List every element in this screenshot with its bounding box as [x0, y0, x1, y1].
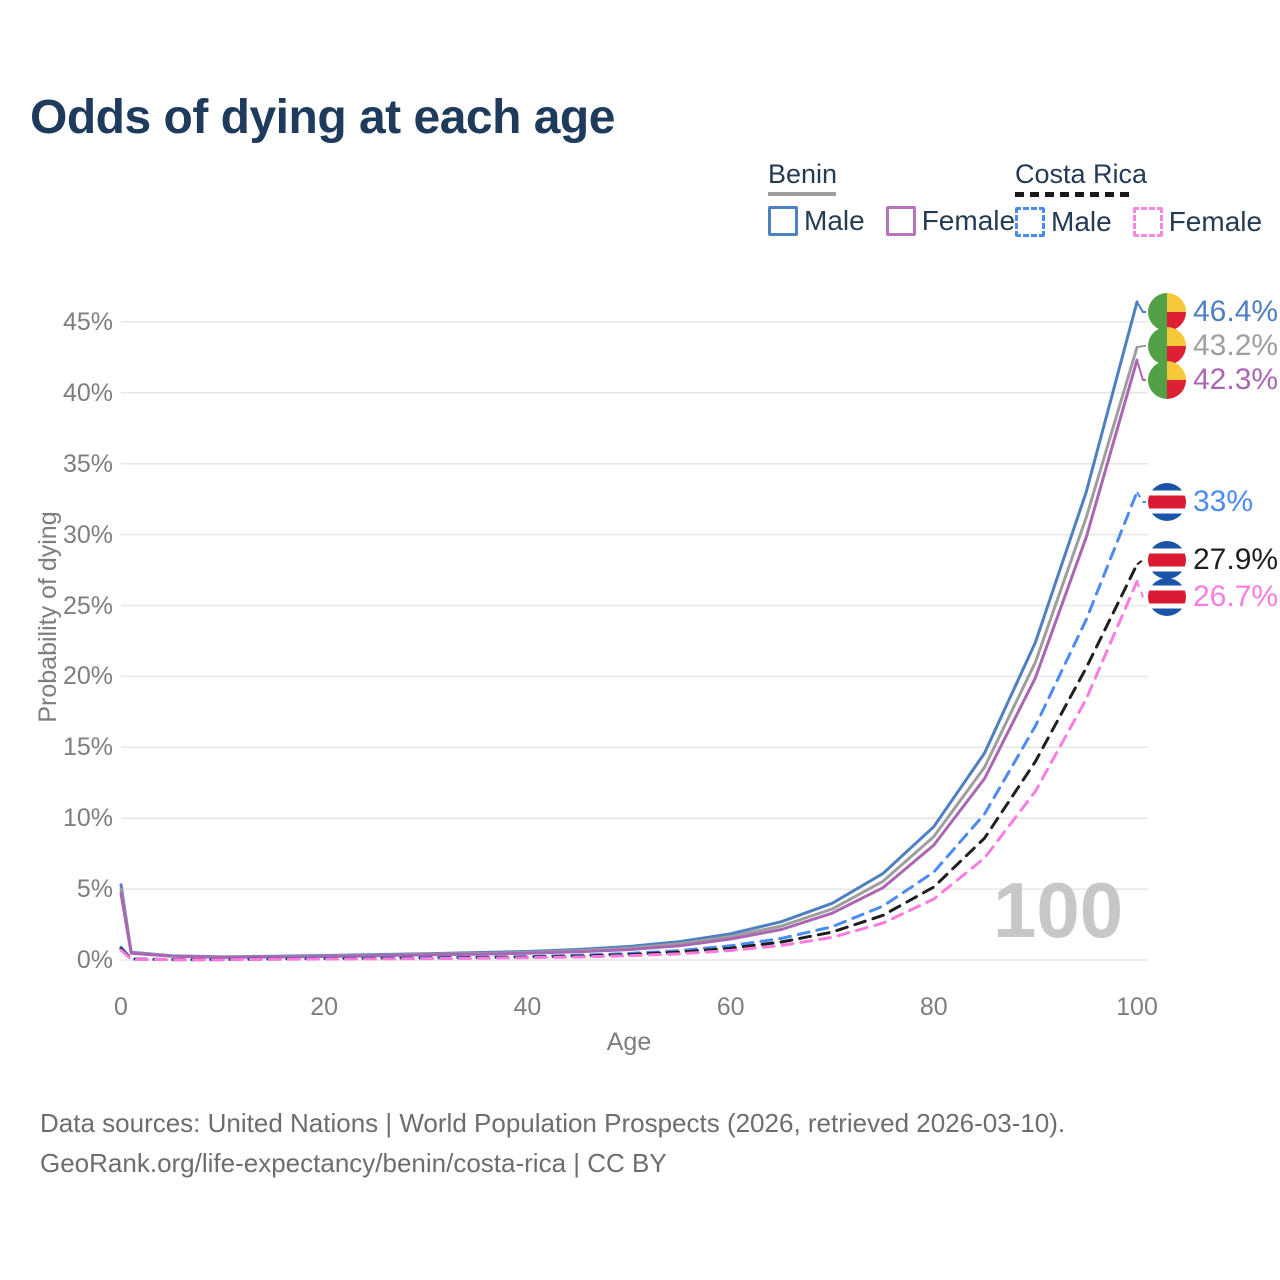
costa-rica-flag-icon — [1148, 541, 1186, 579]
end-label-value: 46.4% — [1193, 295, 1279, 328]
costa-rica-flag-icon — [1148, 578, 1186, 616]
legend-benin-items: Male Female — [768, 205, 1036, 237]
end-label-costa-rica-male: 33% — [1148, 483, 1253, 521]
legend-costa-rica-items: Male Female — [1015, 206, 1280, 238]
hover-age-watermark: 100 — [993, 866, 1124, 954]
checkbox-icon[interactable] — [768, 206, 798, 236]
legend-group-benin: Benin Male Female — [768, 160, 1036, 237]
y-tick-5: 5% — [76, 875, 113, 904]
y-tick-40: 40% — [62, 378, 113, 407]
end-label-value: 42.3% — [1193, 363, 1279, 396]
legend-item-label: Female — [1168, 206, 1263, 237]
x-tick-40: 40 — [513, 993, 542, 1021]
benin-solid-line-swatch — [768, 192, 836, 196]
x-tick-80: 80 — [919, 993, 948, 1021]
legend-checkbox-benin-female[interactable]: Female — [885, 205, 1016, 237]
page-title: Odds of dying at each age — [30, 91, 615, 144]
y-tick-20: 20% — [62, 662, 113, 691]
legend-group-costa-rica: Costa Rica Male Female — [1015, 160, 1280, 238]
end-label-leader-benin-female — [1136, 359, 1146, 381]
legend-item-label: Male — [1051, 206, 1112, 237]
x-tick-0: 0 — [114, 993, 128, 1021]
end-label-benin-both-sexes: 43.2% — [1148, 327, 1278, 365]
legend-checkbox-costa-rica-male[interactable]: Male — [1015, 206, 1112, 238]
end-label-value: 33% — [1193, 485, 1254, 518]
legend-checkbox-costa-rica-female[interactable]: Female — [1132, 206, 1263, 238]
end-label-value: 26.7% — [1193, 580, 1279, 613]
y-tick-30: 30% — [62, 520, 113, 549]
x-tick-60: 60 — [716, 993, 745, 1021]
y-tick-35: 35% — [62, 449, 113, 478]
data-sources-text: Data sources: United Nations | World Pop… — [40, 1108, 1066, 1138]
series-line-benin-female[interactable] — [119, 358, 1139, 959]
end-label-value: 27.9% — [1193, 543, 1279, 576]
end-label-benin-male: 46.4% — [1148, 293, 1278, 331]
attribution-text: GeoRank.org/life-expectancy/benin/costa-… — [40, 1148, 667, 1178]
y-tick-10: 10% — [62, 804, 113, 833]
x-axis-title: Age — [606, 1028, 652, 1056]
y-tick-0: 0% — [76, 946, 113, 974]
end-label-costa-rica-both-sexes: 27.9% — [1148, 541, 1278, 579]
end-label-leader-benin-both-sexes — [1136, 345, 1146, 349]
plot-hover-area[interactable] — [121, 290, 1137, 960]
end-label-leader-costa-rica-female — [1136, 581, 1146, 598]
checkbox-icon[interactable] — [1132, 207, 1163, 237]
checkbox-icon[interactable] — [1015, 207, 1045, 237]
benin-flag-icon — [1148, 293, 1186, 331]
legend-checkbox-benin-male[interactable]: Male — [768, 205, 865, 237]
checkbox-icon[interactable] — [885, 206, 916, 236]
costa-rica-dashed-line-swatch — [1015, 192, 1135, 197]
end-label-costa-rica-female: 26.7% — [1148, 578, 1278, 616]
end-label-leader-benin-male — [1136, 301, 1146, 313]
y-tick-45: 45% — [62, 307, 113, 336]
y-tick-25: 25% — [62, 591, 113, 620]
x-tick-20: 20 — [310, 993, 339, 1021]
series-line-costa-rica-male[interactable] — [119, 490, 1139, 962]
series-line-costa-rica-female[interactable] — [119, 579, 1139, 962]
end-label-benin-female: 42.3% — [1148, 361, 1278, 399]
legend-costa-rica-header: Costa Rica — [1015, 159, 1148, 189]
costa-rica-flag-icon — [1148, 483, 1186, 521]
benin-flag-icon — [1148, 361, 1186, 399]
end-label-leader-costa-rica-male — [1136, 491, 1146, 503]
benin-flag-icon — [1148, 327, 1186, 365]
y-tick-15: 15% — [62, 733, 113, 762]
end-label-value: 43.2% — [1193, 329, 1279, 362]
end-label-leader-costa-rica-both-sexes — [1136, 559, 1146, 566]
legend-item-label: Male — [804, 205, 865, 236]
legend-item-label: Female — [921, 205, 1016, 236]
x-tick-100: 100 — [1116, 993, 1158, 1021]
legend-benin-header: Benin — [768, 159, 838, 189]
